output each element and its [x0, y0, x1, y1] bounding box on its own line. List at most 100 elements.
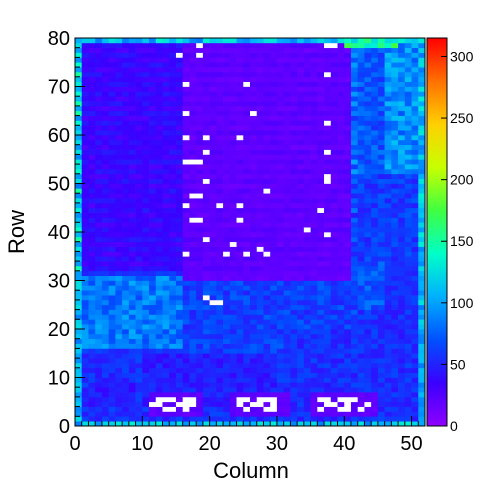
heatmap-cell [411, 421, 419, 427]
heatmap-cell [169, 183, 177, 189]
heatmap-cell [128, 362, 136, 369]
heatmap-cell [398, 236, 406, 243]
heatmap-cell [128, 101, 136, 107]
heatmap-cell [290, 290, 298, 296]
heatmap-cell [169, 120, 177, 126]
heatmap-cell [75, 222, 83, 228]
heatmap-cell [216, 265, 224, 272]
heatmap-cell [384, 362, 392, 369]
heatmap-cell [108, 392, 116, 398]
heatmap-cell [270, 367, 278, 373]
heatmap-cell [263, 406, 271, 412]
heatmap-cell [122, 382, 130, 388]
heatmap-cell [270, 309, 278, 315]
heatmap-cell [350, 52, 359, 58]
heatmap-cell [229, 52, 237, 58]
heatmap-cell [411, 295, 419, 301]
heatmap-cell [276, 382, 285, 388]
heatmap-cell [404, 329, 412, 335]
heatmap-cell [196, 202, 204, 209]
heatmap-cell [169, 96, 177, 102]
heatmap-cell [95, 198, 103, 204]
heatmap-cell [88, 202, 96, 209]
heatmap-cell [128, 295, 136, 301]
heatmap-cell [411, 392, 419, 398]
heatmap-cell [243, 261, 251, 267]
heatmap-cell [169, 144, 177, 150]
heatmap-cell [250, 396, 258, 403]
heatmap-cell [411, 324, 419, 330]
heatmap-cell [182, 62, 190, 68]
heatmap-cell [196, 324, 204, 330]
heatmap-cell [142, 207, 150, 213]
heatmap-cell [229, 91, 237, 97]
heatmap-cell [108, 47, 116, 53]
heatmap-cell [250, 38, 258, 44]
heatmap-cell [337, 52, 345, 58]
heatmap-cell [182, 333, 190, 340]
heatmap-cell [263, 154, 271, 160]
heatmap-cell [122, 227, 130, 233]
heatmap-cell [229, 212, 237, 218]
heatmap-cell [364, 387, 372, 393]
heatmap-cell [135, 207, 143, 213]
heatmap-cell [142, 130, 150, 136]
heatmap-cell [115, 314, 123, 320]
heatmap-cell [243, 212, 251, 218]
heatmap-cell [303, 217, 311, 223]
heatmap-cell [250, 348, 258, 354]
heatmap-cell [337, 212, 345, 218]
heatmap-cell [243, 353, 251, 359]
heatmap-cell [290, 183, 298, 189]
heatmap-cell [303, 406, 311, 412]
heatmap-cell [276, 183, 285, 189]
heatmap-cell [189, 198, 197, 204]
heatmap-cell [283, 159, 291, 165]
heatmap-cell [357, 217, 365, 223]
heatmap-cell [101, 105, 110, 112]
heatmap-cell [216, 198, 224, 204]
heatmap-cell [337, 333, 345, 340]
heatmap-cell [324, 251, 332, 257]
heatmap-cell [142, 222, 150, 228]
heatmap-cell [350, 154, 359, 160]
heatmap-cell [337, 47, 345, 53]
heatmap-cell [223, 401, 231, 407]
heatmap-cell [411, 198, 419, 204]
heatmap-cell [276, 367, 285, 373]
heatmap-cell [135, 348, 143, 354]
heatmap-cell [128, 299, 136, 306]
heatmap-cell [122, 304, 130, 310]
heatmap-cell [189, 86, 197, 92]
heatmap-cell [175, 202, 184, 209]
heatmap-cell [324, 207, 332, 213]
heatmap-cell [243, 324, 251, 330]
heatmap-cell [330, 304, 338, 310]
heatmap-cell [202, 91, 210, 97]
heatmap-cell [398, 125, 406, 131]
heatmap-cell [115, 411, 123, 417]
heatmap-cell [337, 164, 345, 170]
heatmap-cell [398, 164, 406, 170]
heatmap-cell [128, 324, 136, 330]
heatmap-cell [364, 38, 372, 44]
heatmap-cell [229, 168, 237, 175]
heatmap-cell [297, 290, 305, 296]
heatmap-cell [229, 333, 237, 340]
heatmap-cell [250, 295, 258, 301]
heatmap-cell [337, 101, 345, 107]
heatmap-cell [142, 309, 150, 315]
heatmap-cell [350, 392, 359, 398]
heatmap-cell [243, 280, 251, 286]
heatmap-cell [202, 236, 210, 243]
heatmap-cell [256, 168, 264, 175]
heatmap-cell [337, 67, 345, 73]
heatmap-cell [303, 159, 311, 165]
heatmap-cell [270, 372, 278, 378]
heatmap-cell [175, 256, 184, 262]
heatmap-cell [324, 309, 332, 315]
heatmap-cell [250, 57, 258, 63]
heatmap-cell [155, 319, 163, 325]
heatmap-cell [122, 348, 130, 354]
heatmap-cell [270, 207, 278, 213]
